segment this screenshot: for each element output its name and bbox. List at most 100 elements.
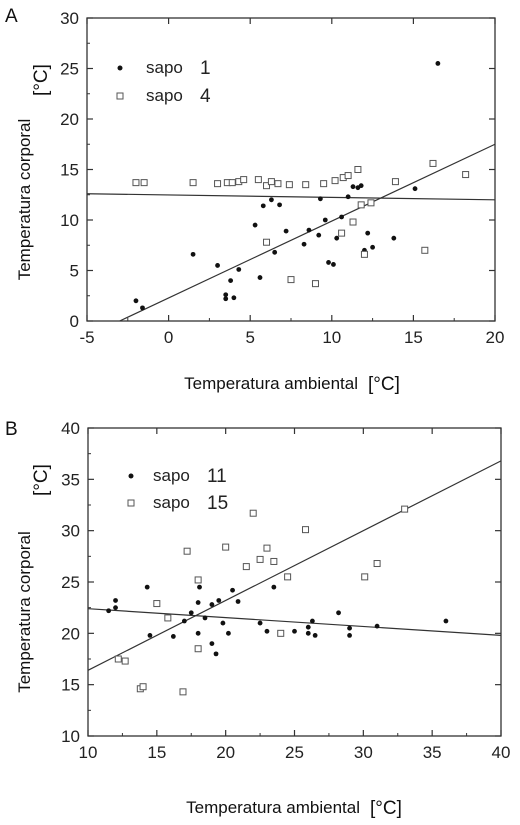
data-point-open-square (429, 159, 437, 167)
data-point-filled (195, 630, 201, 636)
data-point-open-square (263, 544, 271, 552)
data-point-filled (309, 618, 315, 624)
plot-frame (87, 427, 502, 737)
y-axis-unit: [°C] (31, 464, 52, 496)
data-point-open-square (263, 238, 271, 246)
data-point-open-square (391, 178, 399, 186)
data-point-filled (292, 628, 297, 634)
x-axis-unit: [°C] (368, 374, 400, 395)
data-point-filled (113, 605, 118, 611)
y-tick-label: 25 (61, 573, 80, 592)
legend-label: sapo (153, 466, 190, 485)
data-point-open-square (361, 573, 369, 581)
data-point-filled (188, 610, 194, 616)
data-point-filled (301, 241, 307, 247)
data-point-filled (305, 630, 311, 636)
data-point-open-square (462, 171, 470, 179)
data-point-filled (264, 628, 270, 634)
data-point-open-square (194, 645, 202, 653)
data-point-open-square (338, 229, 346, 237)
data-point-filled (190, 251, 196, 257)
data-point-open-square (373, 560, 381, 568)
data-point-filled (339, 214, 344, 220)
data-point-filled (370, 244, 375, 250)
data-point-filled (223, 296, 229, 302)
data-point-filled (435, 61, 441, 66)
data-point-filled (350, 184, 356, 190)
data-point-open-square (354, 166, 362, 173)
data-point-filled (331, 262, 336, 267)
trend-line-series-1 (119, 143, 496, 322)
data-point-filled (140, 305, 145, 311)
y-axis-label: Temperatura corporal (15, 119, 34, 281)
y-axis-unit: [°C] (31, 64, 52, 96)
x-axis-label: Temperatura ambiental (186, 798, 360, 817)
x-tick-label: 0 (164, 328, 173, 347)
data-point-open-square (121, 657, 129, 665)
chart-panel-b: 10 15 20 25 30 35 40 10 15 20 25 30 35 40 sapo 11 sapo 15… (5, 419, 510, 819)
legend-label: sapo (153, 493, 190, 512)
data-point-filled (306, 227, 312, 233)
data-point-filled (334, 235, 340, 241)
y-tick-label: 10 (60, 211, 79, 230)
data-point-filled (336, 610, 341, 616)
data-point-open-square (164, 614, 172, 622)
data-point-open-square (194, 576, 202, 584)
data-point-filled (365, 230, 371, 236)
trend-line-series-2 (87, 460, 502, 671)
panel-label: B (5, 419, 18, 440)
data-point-open-square (256, 555, 264, 563)
data-point-open-square (284, 573, 292, 581)
data-point-open-square (302, 526, 310, 534)
data-point-filled (412, 186, 418, 192)
data-point-filled (252, 222, 258, 228)
data-point-open-square (349, 218, 357, 226)
y-tick-label: 20 (60, 110, 79, 129)
panel-label: A (5, 6, 18, 27)
x-tick-label: 15 (404, 328, 423, 347)
data-point-open-square (401, 505, 409, 513)
data-point-filled (271, 584, 277, 590)
data-point-open-square (222, 543, 230, 551)
data-point-filled (195, 600, 201, 605)
data-point-open-square (311, 280, 319, 288)
data-point-open-square (277, 629, 285, 637)
legend-marker-open-square (127, 499, 135, 507)
data-point-filled (312, 632, 318, 638)
data-point-open-square (179, 688, 187, 696)
legend-number: 4 (200, 86, 211, 107)
data-point-filled (322, 217, 328, 223)
data-point-open-square (357, 201, 365, 209)
data-point-filled (220, 620, 226, 626)
data-point-filled (113, 598, 118, 603)
data-point-filled (345, 194, 351, 200)
data-point-filled (235, 599, 241, 604)
x-tick-label: 10 (79, 743, 98, 762)
legend-label: sapo (146, 86, 183, 105)
x-tick-label: 40 (492, 743, 511, 762)
legend-marker-filled (128, 473, 134, 479)
y-tick-label: 35 (61, 470, 80, 489)
data-point-filled (209, 602, 215, 607)
data-point-filled (231, 295, 237, 301)
y-tick-label: 15 (61, 676, 80, 695)
data-point-open-square (183, 547, 191, 555)
data-point-filled (223, 292, 229, 298)
data-point-filled (257, 620, 263, 626)
data-point-open-square (132, 179, 140, 187)
y-tick-label: 0 (70, 312, 79, 331)
y-tick-label: 40 (61, 419, 80, 438)
data-point-filled (147, 632, 153, 638)
data-point-open-square (287, 276, 295, 284)
x-axis-unit: [°C] (370, 798, 402, 819)
data-point-filled (197, 584, 202, 590)
y-axis-label: Temperatura corporal (15, 531, 34, 693)
y-tick-label: 25 (60, 60, 79, 79)
data-point-filled (305, 624, 311, 630)
data-point-open-square (254, 176, 262, 184)
data-point-open-square (331, 177, 339, 185)
legend-label: sapo (146, 58, 183, 77)
data-point-filled (391, 235, 397, 241)
